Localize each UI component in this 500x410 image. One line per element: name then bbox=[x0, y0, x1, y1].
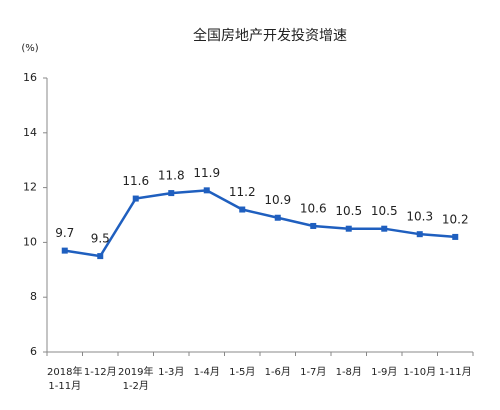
data-label: 10.5 bbox=[371, 204, 398, 218]
marker bbox=[274, 214, 281, 221]
data-label: 9.5 bbox=[91, 232, 110, 246]
marker bbox=[203, 187, 210, 194]
data-label: 9.7 bbox=[55, 226, 74, 240]
marker bbox=[239, 206, 246, 213]
marker bbox=[381, 225, 388, 232]
data-label: 11.8 bbox=[158, 169, 185, 183]
x-tick-label: 1-10月 bbox=[403, 367, 437, 378]
y-tick-label: 12 bbox=[23, 181, 37, 194]
y-unit: (%) bbox=[21, 43, 38, 54]
marker bbox=[345, 225, 352, 232]
x-tick-label: 1-4月 bbox=[193, 367, 220, 378]
chart-title: 全国房地产开发投资增速 bbox=[193, 27, 347, 44]
x-tick-label: 1-7月 bbox=[300, 367, 327, 378]
x-tick-label: 2019年 1-2月 bbox=[118, 367, 154, 392]
data-line bbox=[64, 189, 456, 258]
data-label: 10.3 bbox=[406, 210, 433, 224]
marker bbox=[416, 231, 423, 238]
data-label: 11.6 bbox=[122, 174, 149, 188]
data-label: 11.9 bbox=[193, 166, 220, 180]
x-tick-label: 1-8月 bbox=[335, 367, 362, 378]
y-tick-label: 8 bbox=[30, 290, 37, 303]
x-tick-label: 1-12月 bbox=[83, 367, 117, 378]
y-tick-label: 10 bbox=[23, 235, 37, 248]
x-tick-label: 2018年 1-11月 bbox=[47, 367, 83, 392]
marker bbox=[97, 253, 104, 260]
marker bbox=[310, 222, 317, 229]
marker bbox=[452, 233, 459, 240]
data-label: 10.5 bbox=[335, 204, 362, 218]
marker bbox=[61, 247, 68, 254]
marker bbox=[168, 190, 175, 197]
x-tick-label: 1-11月 bbox=[438, 367, 472, 378]
y-tick-label: 16 bbox=[23, 71, 37, 84]
y-tick-label: 6 bbox=[30, 345, 37, 358]
x-tick-label: 1-5月 bbox=[229, 367, 256, 378]
x-tick-label: 1-6月 bbox=[264, 367, 291, 378]
y-tick-label: 14 bbox=[23, 126, 37, 139]
x-tick-label: 1-9月 bbox=[371, 367, 398, 378]
x-tick-label: 1-3月 bbox=[158, 367, 185, 378]
data-label: 10.6 bbox=[300, 201, 327, 215]
data-label: 10.2 bbox=[442, 212, 469, 226]
data-label: 11.2 bbox=[229, 185, 256, 199]
data-label: 10.9 bbox=[264, 193, 291, 207]
marker bbox=[132, 195, 139, 202]
